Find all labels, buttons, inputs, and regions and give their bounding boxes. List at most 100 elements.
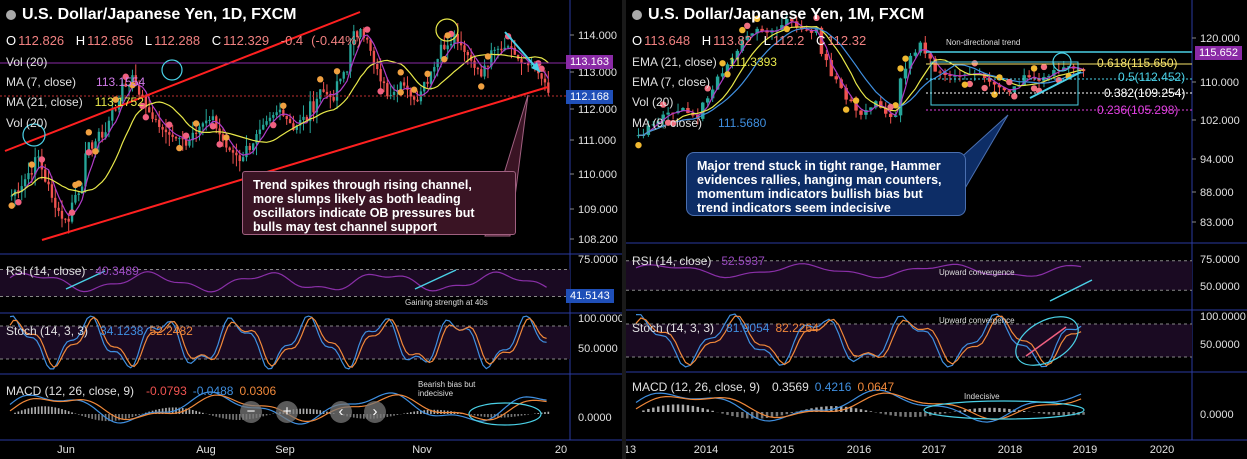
candle-body	[154, 118, 158, 120]
candle-body	[87, 142, 90, 154]
candle-body	[198, 126, 201, 134]
scroll-right-button[interactable]: ›	[364, 401, 386, 423]
candle-body	[131, 75, 134, 85]
macd-legend[interactable]: MACD (12, 26, close, 9) 0.3569 0.4216 0.064…	[632, 380, 895, 394]
candle-body	[194, 132, 198, 134]
candle-body	[446, 45, 449, 50]
rsi-line	[635, 263, 1082, 279]
panel-divider	[622, 0, 626, 459]
pattern-marker	[852, 97, 860, 104]
candle-body	[839, 79, 843, 88]
candle-body	[97, 131, 101, 142]
time-tick-label: 13	[626, 444, 636, 456]
pattern-marker	[85, 149, 93, 156]
price-tick-label: 83.000	[1200, 217, 1234, 229]
candle-body	[636, 135, 641, 137]
daily-annotation: Trend spikes through rising channel, mor…	[242, 171, 516, 235]
pattern-marker	[209, 123, 217, 130]
pattern-marker	[897, 65, 904, 72]
pane-tick-label: 100.0000	[1200, 311, 1246, 323]
candle-body	[755, 28, 759, 34]
candle-body	[493, 49, 496, 51]
candle-body	[720, 73, 725, 77]
candle-body	[258, 129, 262, 135]
candle-body	[265, 121, 268, 125]
zoom-in-button[interactable]: +	[276, 401, 298, 423]
candle-body	[238, 155, 241, 162]
monthly-chart-panel: 120.000 110.000 102.000 94.000 88.000 83.000 7…	[626, 0, 1247, 459]
low-value: 112.288	[154, 33, 201, 48]
candle-body	[201, 123, 205, 127]
scroll-left-button[interactable]: ‹	[330, 401, 352, 423]
candle-body	[486, 65, 490, 67]
fib-236: 0.236(105.298)	[1097, 103, 1179, 117]
candle-body	[1007, 90, 1012, 93]
rsi-legend[interactable]: RSI (14, close) 52.5937	[632, 254, 765, 268]
stoch-band	[626, 324, 1192, 357]
candle-body	[864, 109, 868, 115]
range-box	[930, 61, 1079, 106]
candle-body	[745, 35, 749, 41]
candle-body	[1002, 87, 1007, 91]
zoom-out-button[interactable]: −	[240, 401, 262, 423]
candle-body	[184, 139, 188, 146]
vol-legend[interactable]: Vol (20)	[6, 55, 48, 69]
candle-body	[666, 112, 670, 115]
candle-body	[174, 136, 178, 139]
vol-legend[interactable]: Vol (20)	[632, 95, 674, 109]
ema7-legend[interactable]: EMA (7, close)	[632, 75, 711, 89]
candle-body	[392, 91, 396, 95]
candle-body	[948, 74, 952, 76]
candle-body	[953, 75, 957, 77]
candle-body	[382, 81, 386, 84]
pattern-marker	[887, 103, 894, 111]
candle-body	[168, 132, 171, 135]
candle-body	[298, 119, 302, 126]
pattern-marker	[996, 74, 1003, 81]
candle-body	[181, 138, 184, 140]
macd-note: Indecisive	[964, 392, 1000, 401]
candle-body	[691, 113, 695, 116]
candle-body	[101, 131, 104, 138]
candle-body	[20, 186, 23, 193]
candle-body	[1066, 66, 1071, 68]
vol-legend-2[interactable]: Vol (20)	[6, 116, 48, 130]
candle-body	[292, 123, 295, 130]
price-tick-label: 113.000	[578, 67, 617, 79]
fib-50: 0.5(112.452)	[1118, 70, 1186, 84]
rsi-band	[626, 260, 1192, 291]
ma21-legend[interactable]: MA (21, close) 113.1752	[6, 95, 144, 109]
pattern-marker	[724, 71, 731, 78]
fib-618: 0.618(115.650)	[1097, 56, 1178, 70]
rsi-note: Gaining strength at 40s	[405, 298, 488, 307]
candle-body	[809, 29, 814, 33]
macd-legend[interactable]: MACD (12, 26, close, 9) -0.0793 -0.0488 0.0…	[6, 384, 277, 398]
ma7-legend[interactable]: MA (7, close) 113.1554	[6, 75, 146, 89]
candle-body	[483, 65, 486, 77]
rsi-arrow	[414, 269, 457, 290]
candle-body	[829, 60, 834, 77]
high-value: 113.82	[713, 33, 752, 48]
pattern-marker	[364, 26, 371, 33]
pattern-marker	[28, 161, 36, 168]
candle-body	[148, 107, 151, 113]
pane-tick-label: 100.0000	[578, 313, 622, 325]
candle-body	[366, 37, 369, 40]
candle-body	[285, 115, 288, 120]
candle-body	[205, 120, 208, 124]
macd-highlight	[923, 400, 1085, 420]
candle-body	[74, 194, 77, 203]
candle-body	[510, 46, 513, 48]
ema21-legend[interactable]: EMA (21, close) 111.3393	[632, 55, 777, 69]
candle-body	[94, 141, 97, 149]
ma9-legend[interactable]: MA (9, close) 111.5680	[632, 116, 767, 130]
candle-body	[409, 89, 412, 97]
candle-body	[124, 83, 127, 87]
stoch-legend[interactable]: Stoch (14, 3, 3) 81.9054 82.2264	[632, 321, 819, 335]
ma-price-tag: 113.163	[566, 55, 613, 69]
stoch-legend[interactable]: Stoch (14, 3, 3) 34.1238 52.2482	[6, 324, 193, 338]
candle-body	[520, 59, 523, 64]
pattern-marker	[971, 60, 978, 67]
price-tick-label: 114.000	[578, 30, 617, 42]
rsi-legend[interactable]: RSI (14, close) 40.3489	[6, 264, 139, 278]
